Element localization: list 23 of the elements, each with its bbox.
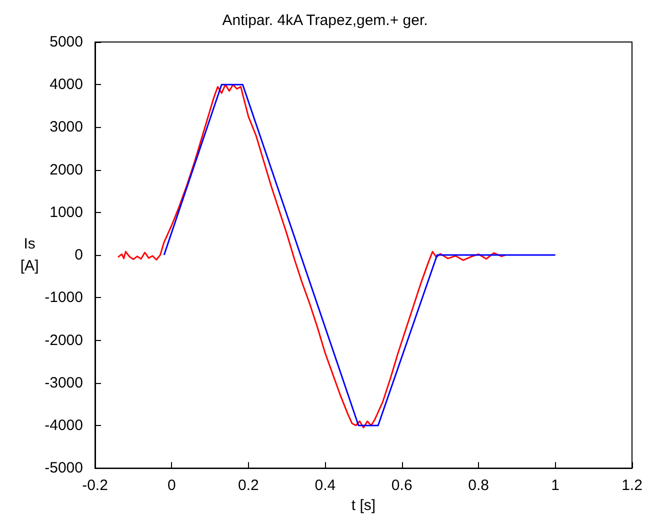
y-tick-label: 5000 — [50, 34, 83, 50]
y-tick-label: 3000 — [50, 118, 83, 136]
y-tick-label: 0 — [74, 246, 83, 264]
x-tick-label: 0.6 — [391, 477, 412, 494]
chart-title: Antipar. 4kA Trapez,gem.+ ger. — [222, 12, 428, 29]
x-tick-label: 0 — [168, 477, 176, 494]
y-tick-label: -4000 — [44, 416, 83, 434]
x-tick-label: 1 — [551, 477, 560, 494]
x-tick-label: 0.2 — [238, 477, 259, 494]
x-tick-label: 0.4 — [314, 477, 336, 494]
y-tick-label: -3000 — [44, 374, 83, 392]
y-axis-title: Is [A] — [20, 236, 39, 275]
y-tick-label: -1000 — [44, 289, 83, 306]
y-tick-label: 2000 — [50, 161, 83, 178]
x-tick-label: -0.2 — [82, 477, 108, 494]
y-tick-label: -5000 — [44, 460, 83, 477]
y-tick-label: -2000 — [44, 332, 83, 349]
x-axis-title: t [s] — [351, 497, 376, 514]
x-tick-label: 1.2 — [622, 477, 642, 494]
x-tick-label: 0.8 — [468, 477, 489, 494]
y-tick-label: 1000 — [50, 204, 83, 221]
y-tick-label: 4000 — [50, 76, 83, 94]
line-series — [117, 84, 506, 428]
